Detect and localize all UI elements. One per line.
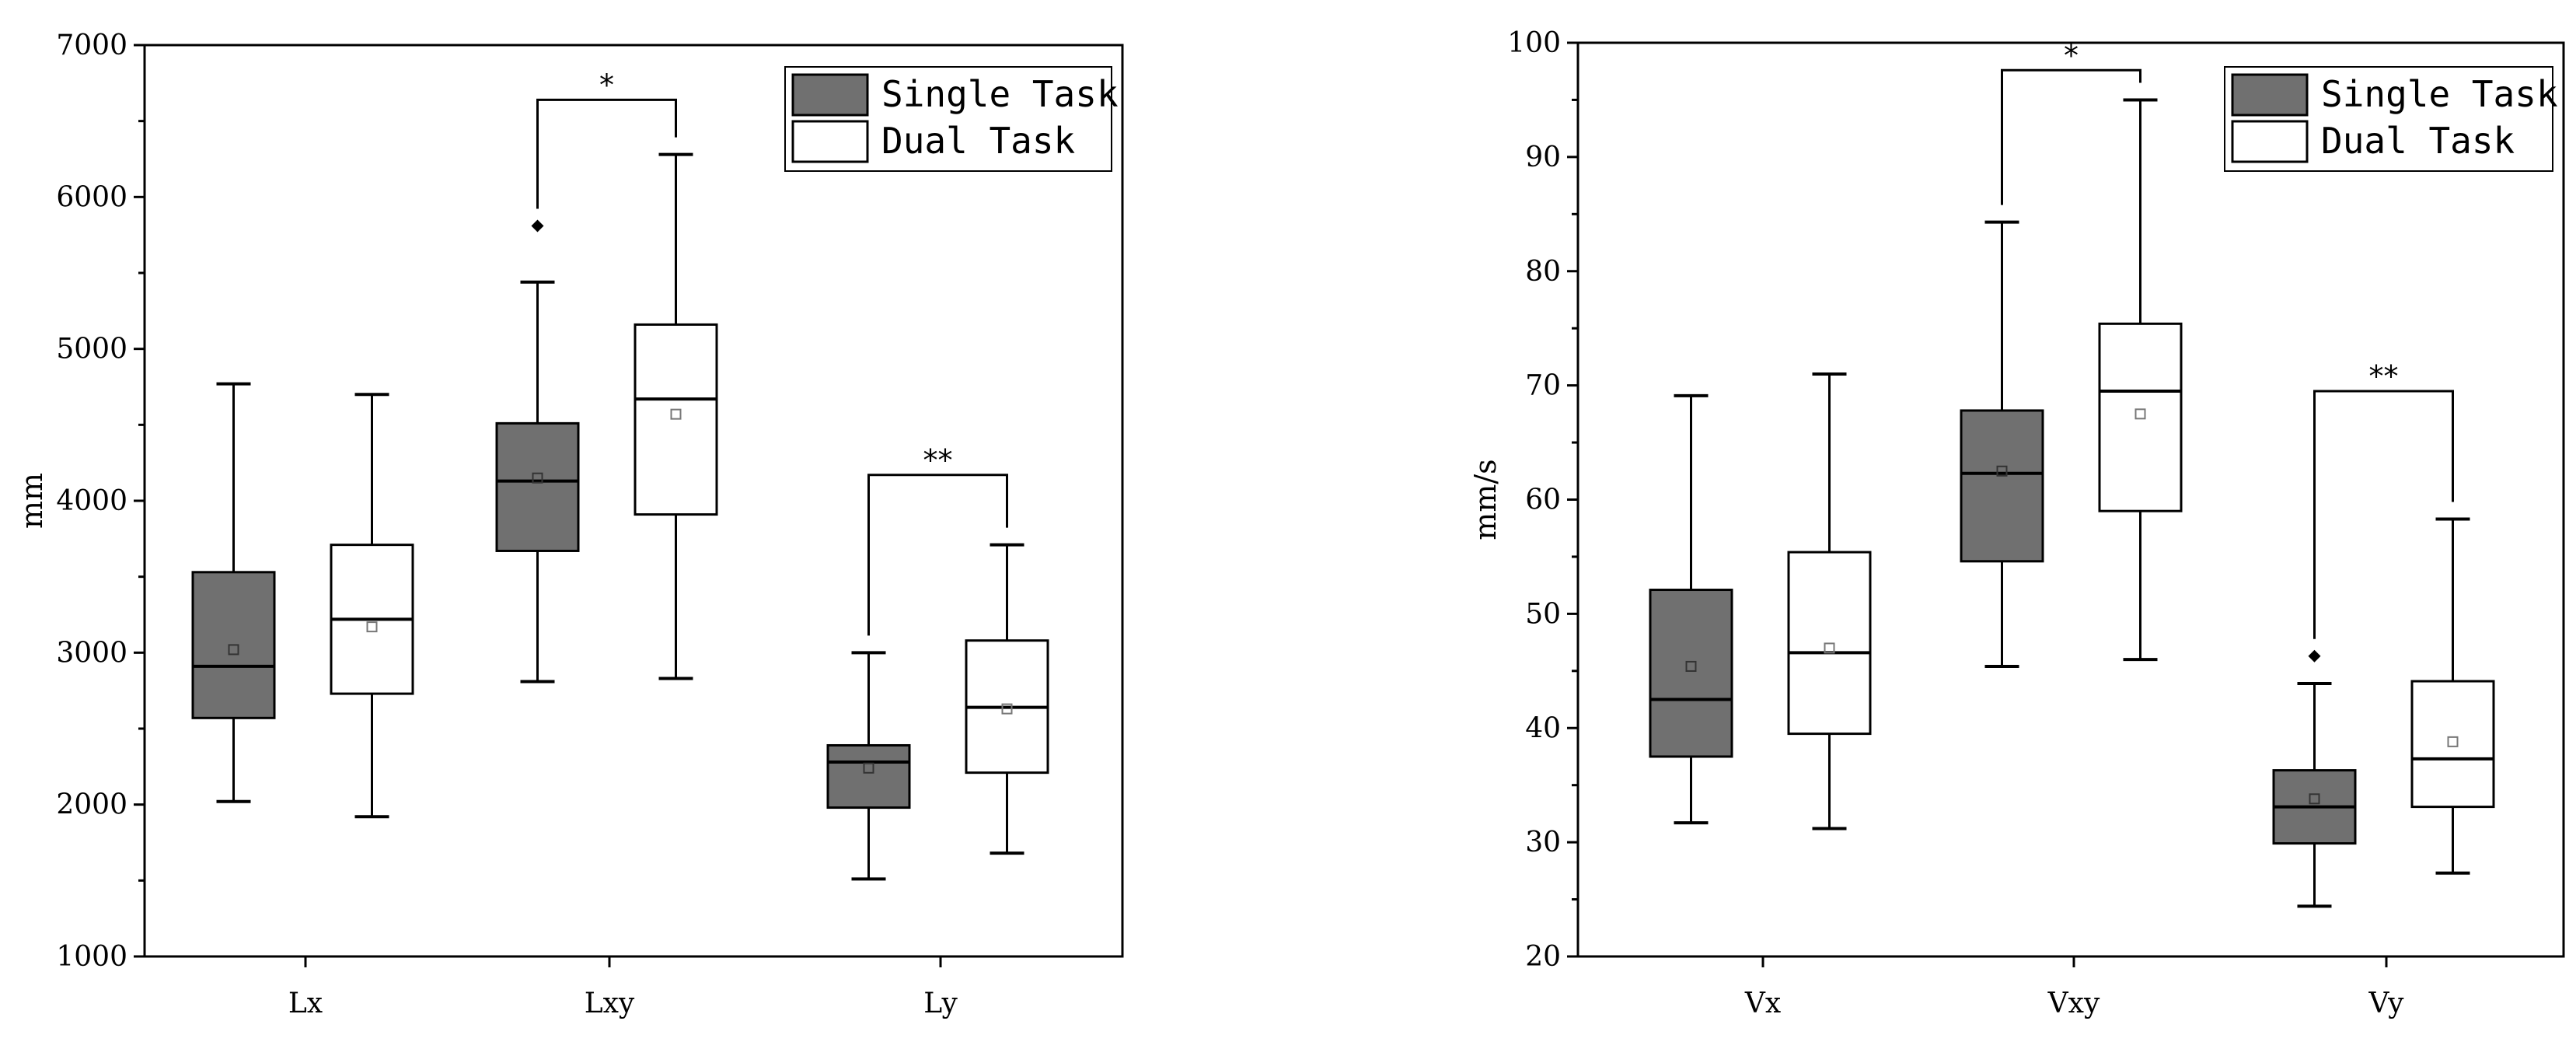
x-tick-label: Vx [1744, 988, 1781, 1019]
box-dual [2410, 680, 2495, 809]
legend: Single Task Dual Task [784, 66, 1119, 172]
legend-label: Dual Task [2321, 120, 2515, 162]
plot-frame [1576, 41, 2565, 958]
mean-marker [1824, 642, 1835, 654]
mean-marker [1685, 660, 1697, 672]
outlier-point [531, 219, 544, 233]
mean-marker [228, 644, 239, 656]
y-tick-label: 60 [1525, 484, 1561, 516]
y-tick-label: 90 [1525, 142, 1561, 173]
significance-label: * [599, 68, 614, 102]
mean-marker [2134, 408, 2146, 420]
legend-swatch-single [791, 73, 869, 117]
legend-label: Single Task [2321, 73, 2558, 115]
y-tick-label: 70 [1525, 370, 1561, 402]
mean-marker [670, 408, 682, 420]
legend-label: Single Task [881, 73, 1119, 115]
mean-marker [532, 472, 543, 484]
y-tick-label: 4000 [56, 485, 127, 517]
mean-marker [1996, 465, 2008, 477]
legend: Single Task Dual Task [2224, 66, 2558, 172]
y-tick-label: 2000 [56, 789, 127, 821]
y-tick-label: 1000 [56, 941, 127, 973]
y-tick-label: 20 [1525, 941, 1561, 973]
x-tick-label: Ly [923, 988, 958, 1019]
box-single [826, 743, 911, 809]
legend-swatch-dual [791, 120, 869, 163]
y-tick-label: 100 [1507, 27, 1561, 59]
mean-marker [2447, 736, 2459, 747]
plot-frame [143, 44, 1124, 958]
significance-label: ** [923, 443, 953, 477]
x-tick-label: Vxy [2047, 988, 2100, 1019]
box-single [495, 421, 580, 552]
y-tick-label: 3000 [56, 637, 127, 669]
box-single [1960, 409, 2044, 563]
y-tick-label: 80 [1525, 256, 1561, 288]
box-dual [2098, 322, 2183, 512]
x-tick-label: Vy [2368, 988, 2405, 1019]
x-tick-label: Lxy [585, 988, 635, 1019]
mean-marker [863, 762, 874, 774]
significance-bracket [2313, 390, 2454, 639]
legend-swatch-dual [2231, 120, 2309, 163]
y-tick-label: 40 [1525, 712, 1561, 744]
y-axis-title: mm [15, 473, 49, 529]
box-single [1649, 589, 1733, 758]
significance-bracket [536, 98, 677, 209]
mean-marker [1001, 703, 1013, 715]
y-tick-label: 5000 [56, 334, 127, 365]
outlier-point [2308, 649, 2321, 663]
significance-bracket [867, 474, 1008, 636]
y-tick-label: 7000 [56, 30, 127, 61]
x-tick-label: Lx [288, 988, 323, 1019]
mean-marker [366, 621, 378, 633]
y-axis-title: mm/s [1468, 459, 1503, 540]
y-tick-label: 6000 [56, 181, 127, 213]
significance-bracket [2001, 68, 2141, 205]
legend-label: Dual Task [881, 120, 1075, 162]
mean-marker [2309, 793, 2320, 805]
y-tick-label: 50 [1525, 598, 1561, 630]
significance-label: * [2064, 38, 2079, 72]
y-tick-label: 30 [1525, 827, 1561, 858]
legend-swatch-single [2231, 73, 2309, 117]
significance-label: ** [2369, 359, 2399, 393]
